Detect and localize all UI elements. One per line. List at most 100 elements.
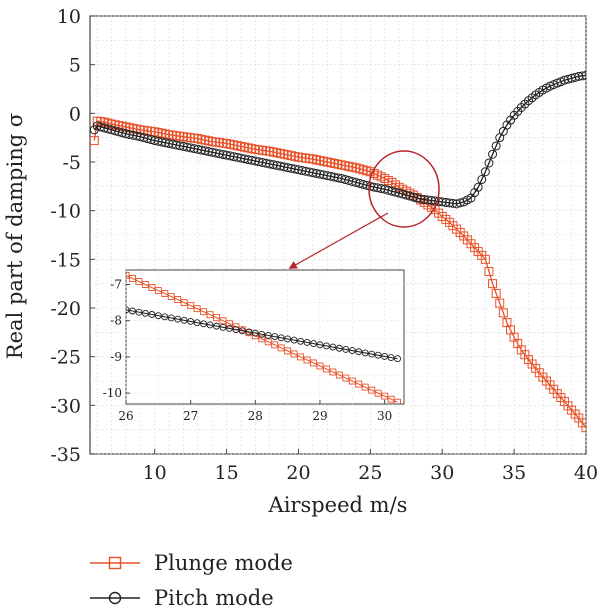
inset-point-square [187, 302, 195, 310]
data-point-circle [272, 160, 282, 170]
data-point-circle [319, 170, 329, 180]
legend-pitch-label: Pitch mode [154, 586, 274, 610]
inset-point-square [213, 314, 220, 322]
inset-chart: 26 27 28 29 30 -7 -8 -9 -10 [103, 269, 405, 423]
highlight-ellipse [368, 150, 440, 228]
x-tick-label: 30 [430, 462, 454, 484]
data-point-circle [189, 144, 199, 154]
inset-point-circle [200, 320, 208, 328]
inset-point-circle [245, 328, 253, 336]
data-point-circle [477, 175, 487, 185]
data-point-circle [581, 70, 586, 80]
data-point-square [498, 308, 508, 318]
data-point-circle [308, 168, 318, 178]
data-point-circle [473, 182, 483, 192]
data-point-circle [365, 181, 375, 191]
inset-point-circle [129, 307, 136, 315]
data-point-circle [153, 136, 163, 146]
inset-point-circle [335, 344, 343, 352]
inset-point-square [193, 305, 201, 313]
data-point-circle [279, 162, 289, 172]
inset-point-square [225, 320, 233, 328]
inset-point-circle [174, 315, 182, 323]
inset-point-square [180, 299, 188, 307]
data-point-circle [229, 152, 239, 162]
series-layer [90, 70, 586, 433]
inset-point-circle [355, 348, 363, 356]
data-point-circle [157, 137, 167, 147]
data-point-circle [488, 149, 498, 159]
callout-arrow [288, 212, 389, 269]
data-point-circle [164, 139, 174, 149]
inset-point-square [310, 359, 317, 367]
y-axis-ticks: 10 5 0 -5 -10 -15 -20 -25 -30 -35 [50, 6, 95, 466]
inset-point-circle [284, 335, 292, 343]
y-tick-label: 5 [69, 55, 81, 77]
inset-point-circle [141, 309, 149, 317]
data-point-circle [132, 131, 142, 141]
inset-point-square [141, 281, 149, 288]
inset-ticks: 26 27 28 29 30 -7 -8 -9 -10 [103, 277, 393, 423]
inset-point-circle [329, 343, 337, 351]
data-point-circle [247, 155, 257, 165]
data-point-circle [419, 194, 429, 204]
data-point-circle [416, 194, 426, 204]
inset-point-square [348, 377, 356, 385]
inset-point-circle [277, 334, 285, 342]
inset-point-circle [303, 338, 311, 346]
inset-point-circle [361, 349, 369, 357]
inset-point-square [161, 290, 169, 297]
data-point-circle [430, 196, 440, 206]
inset-y-tick-label: -7 [110, 277, 122, 291]
inset-point-square [129, 275, 136, 282]
data-point-circle [362, 180, 372, 190]
inset-point-square [374, 389, 382, 397]
inset-point-circle [348, 347, 356, 355]
inset-series-line [126, 274, 398, 403]
inset-series-plunge-mode [126, 271, 401, 404]
inset-point-square [154, 287, 162, 294]
inset-point-square [316, 362, 324, 370]
data-point-circle [236, 153, 246, 163]
data-point-circle [426, 195, 436, 205]
inset-point-square [135, 278, 143, 285]
data-point-circle [240, 154, 250, 164]
data-point-circle [265, 159, 275, 169]
data-point-square [495, 298, 505, 308]
inset-y-tick-label: -10 [103, 386, 122, 400]
inset-point-square [342, 374, 350, 382]
legend-item-pitch: Pitch mode [90, 586, 274, 610]
inset-point-square [394, 398, 401, 404]
data-point-circle [286, 163, 296, 173]
inset-point-circle [187, 318, 195, 325]
data-point-circle [225, 151, 235, 161]
y-tick-label: -30 [50, 395, 81, 417]
y-tick-label: 10 [57, 6, 81, 28]
data-point-circle [304, 167, 314, 177]
data-point-circle [577, 71, 586, 81]
x-tick-label: 15 [214, 462, 238, 484]
inset-x-tick-label: 28 [248, 409, 263, 423]
inset-point-circle [290, 336, 298, 344]
y-tick-label: -15 [50, 249, 81, 271]
inset-point-square [148, 284, 156, 291]
inset-point-square [387, 395, 395, 403]
y-tick-label: -35 [50, 444, 81, 466]
data-point-circle [250, 156, 260, 166]
inset-point-circle [225, 325, 233, 332]
inset-point-square [174, 296, 182, 304]
y-tick-label: -10 [50, 201, 81, 223]
data-point-circle [480, 167, 490, 177]
inset-point-circle [368, 350, 376, 358]
inset-point-square [329, 368, 337, 376]
data-point-circle [261, 158, 271, 168]
data-point-circle [207, 147, 217, 157]
data-point-circle [121, 129, 131, 139]
data-point-circle [160, 138, 170, 148]
data-point-circle [168, 139, 178, 149]
data-point-circle [376, 184, 386, 194]
data-point-circle [117, 128, 127, 138]
data-point-circle [448, 198, 458, 208]
legend-item-plunge: Plunge mode [90, 551, 293, 575]
